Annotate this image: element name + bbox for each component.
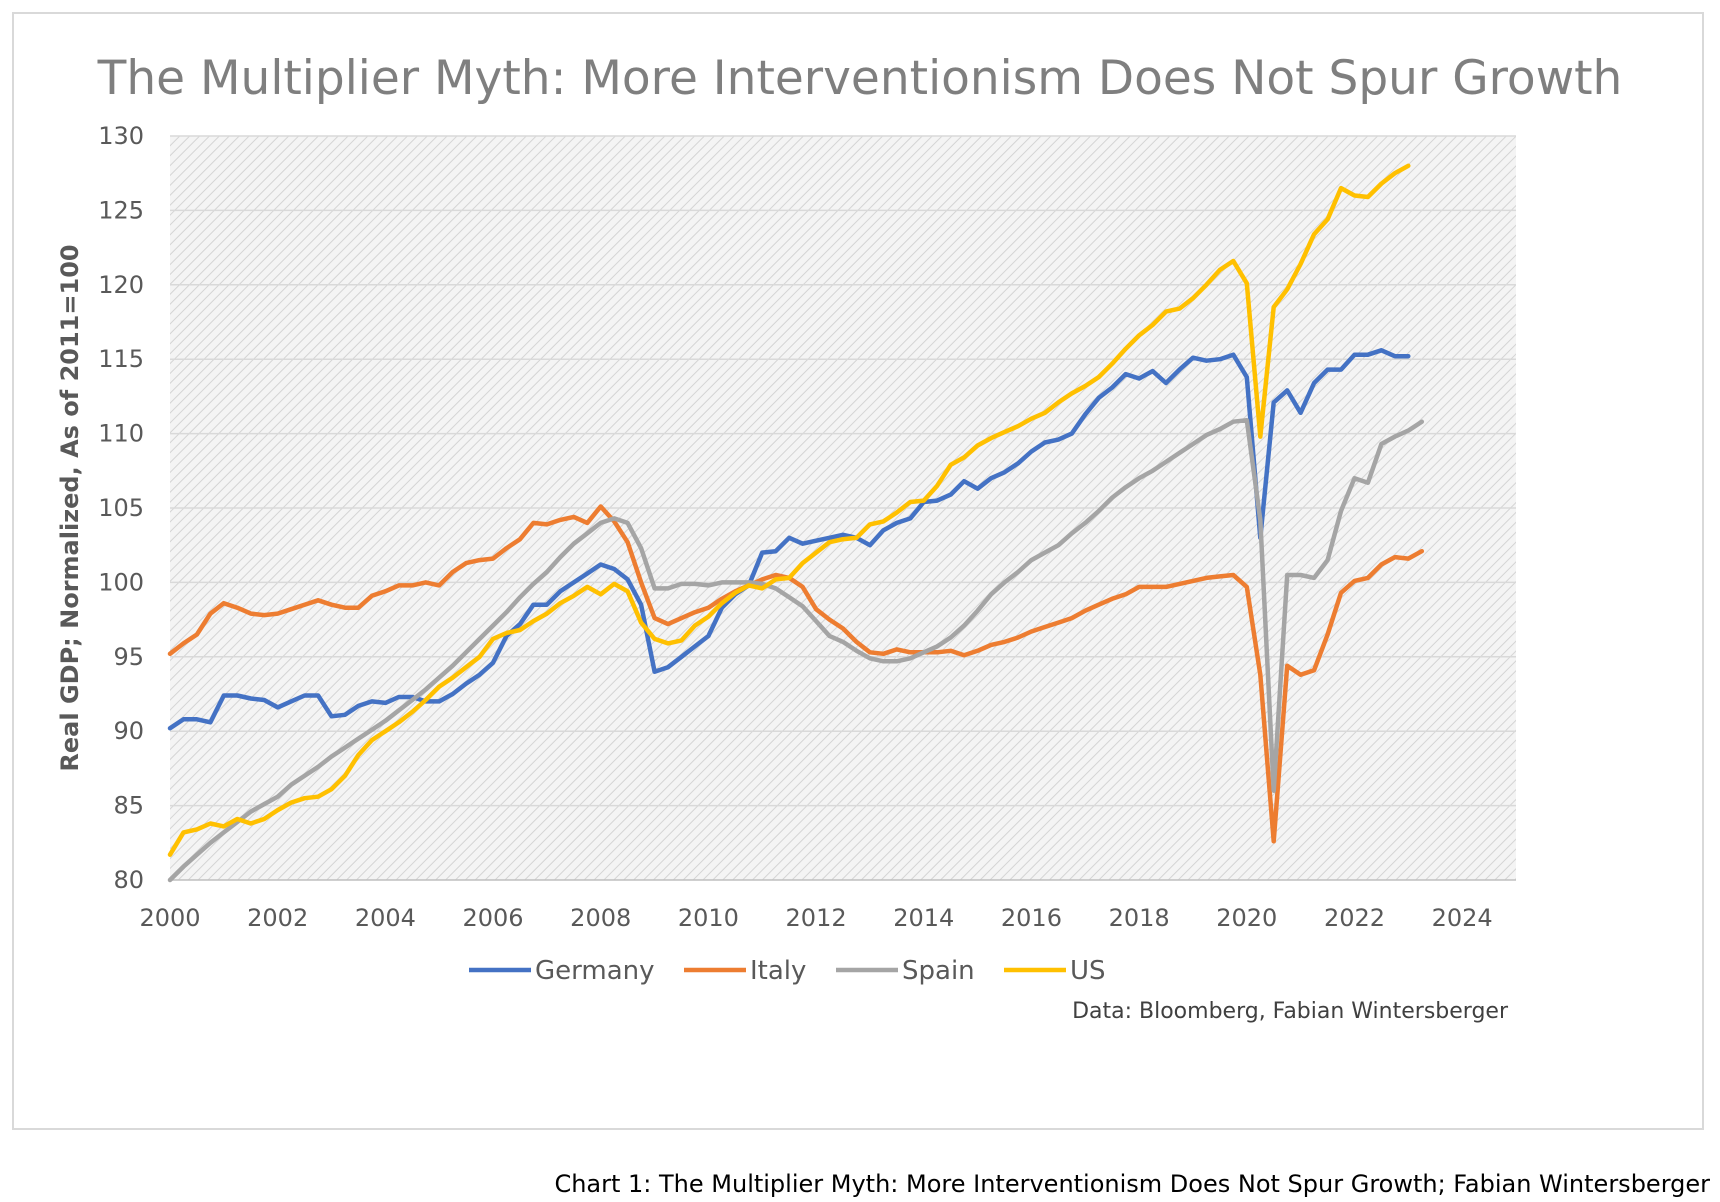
x-tick-label: 2008 [570,904,631,932]
x-tick-label: 2016 [1001,904,1062,932]
y-tick-label: 120 [98,271,144,299]
legend-label: Germany [535,956,655,986]
series-line-italy [167,504,1425,844]
gridlines [170,135,1516,881]
y-tick-label: 105 [98,494,144,522]
x-tick-label: 2024 [1432,904,1493,932]
y-tick-label: 85 [113,792,144,820]
x-tick-label: 2018 [1109,904,1170,932]
legend-label: US [1070,956,1106,986]
chart-frame: The Multiplier Myth: More Interventionis… [12,12,1704,1130]
y-tick-label: 115 [98,345,144,373]
y-tick-label: 95 [113,643,144,671]
source-note: Data: Bloomberg, Fabian Wintersberger [1072,999,1509,1024]
x-tick-label: 2002 [247,904,308,932]
legend-label: Italy [750,956,806,986]
y-axis-title: Real GDP; Normalized, As of 2011=100 [56,244,84,771]
y-tick-label: 125 [98,196,144,224]
x-tick-label: 2000 [139,904,200,932]
y-tick-label: 130 [98,122,144,150]
y-tick-label: 80 [113,866,144,894]
figure-caption: Chart 1: The Multiplier Myth: More Inter… [554,1170,1710,1198]
x-tick-label: 2010 [678,904,739,932]
series-line-us [167,163,1411,857]
legend-label: Spain [902,956,975,986]
chart-svg: The Multiplier Myth: More Interventionis… [56,51,1623,1024]
x-tick-label: 2012 [786,904,847,932]
x-tick-label: 2004 [355,904,416,932]
x-tick-label: 2014 [893,904,954,932]
chart-title: The Multiplier Myth: More Interventionis… [97,51,1623,106]
series-lines [167,163,1425,883]
y-tick-label: 90 [113,717,144,745]
series-line-spain [167,417,1425,883]
x-tick-label: 2020 [1216,904,1277,932]
x-tick-label: 2022 [1324,904,1385,932]
y-tick-label: 110 [98,420,144,448]
x-axis-ticks: 2000 2002 2004 2006 2008 2010 2012 2014 2016 2018… [139,904,1492,932]
legend: Germany Italy Spain US [469,956,1106,986]
series-line-germany [167,348,1411,731]
x-tick-label: 2006 [463,904,524,932]
y-axis-ticks: 80 85 90 95 100 105 110 115 120 125 130 [98,122,144,894]
y-tick-label: 100 [98,568,144,596]
